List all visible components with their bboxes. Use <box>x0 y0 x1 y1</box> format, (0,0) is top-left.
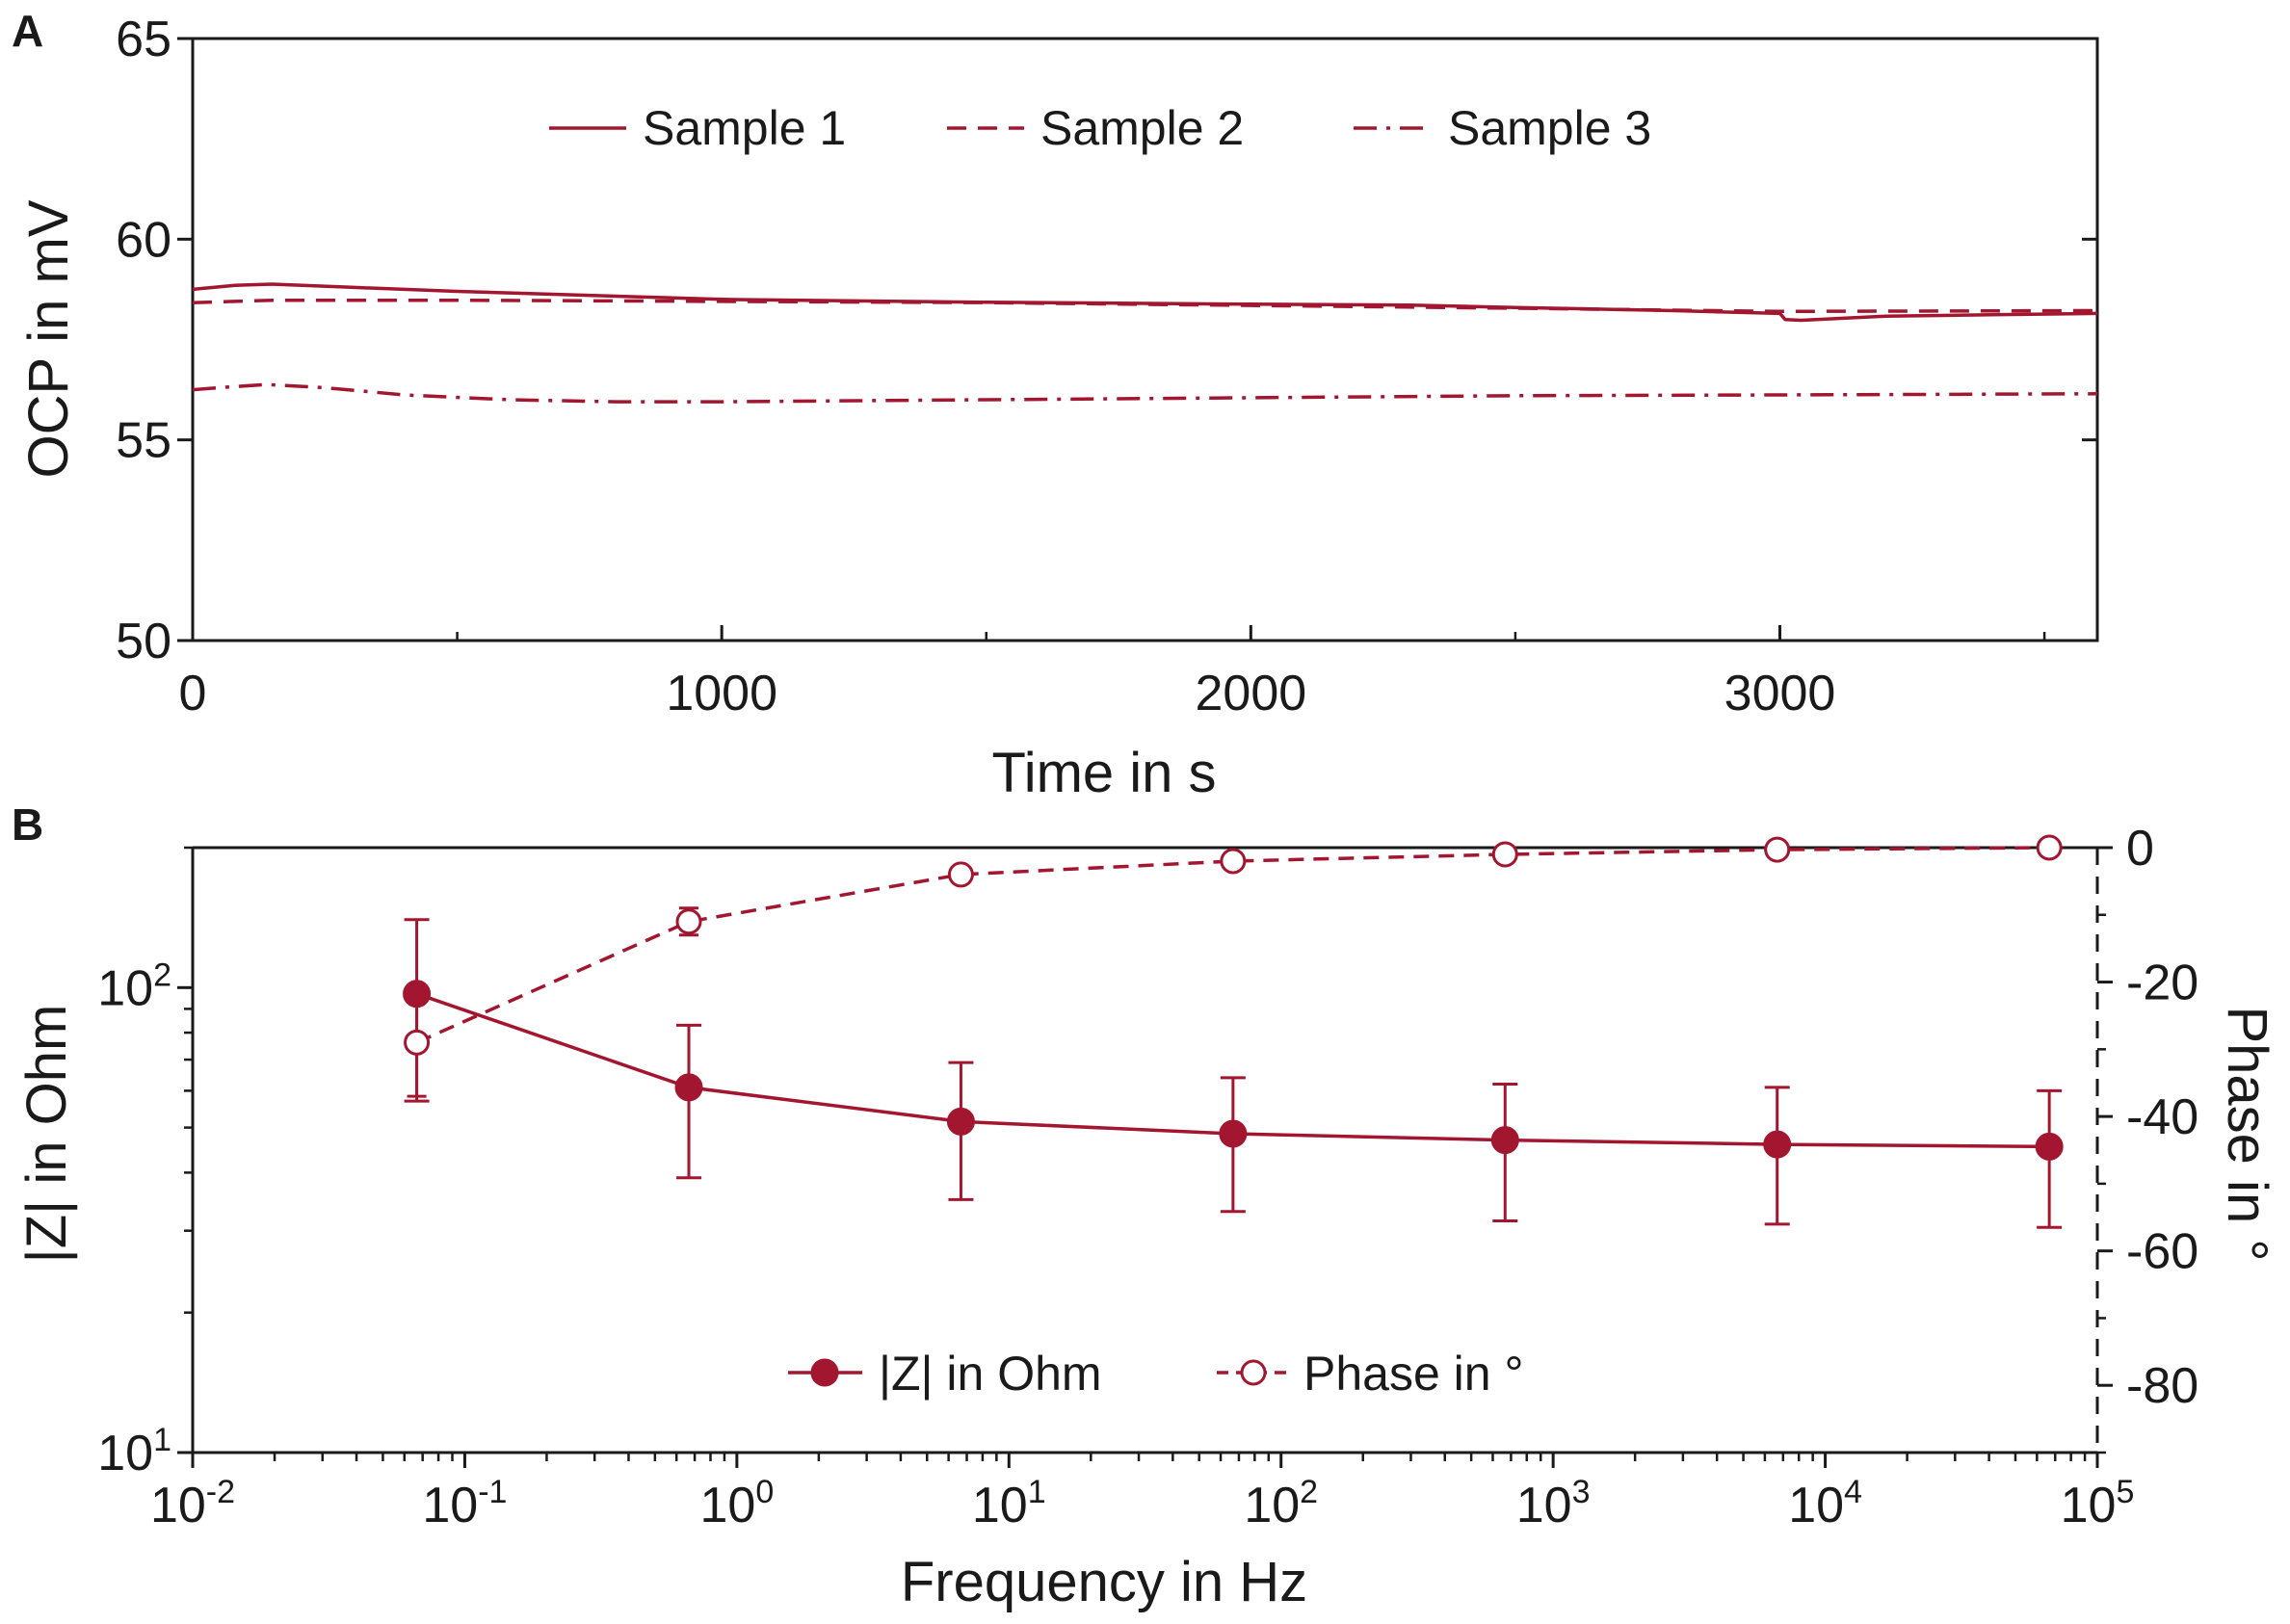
panel-a-x-axis-title: Time in s <box>991 742 1216 804</box>
a-x-tick-label: 1000 <box>666 666 777 721</box>
phase-data-point <box>1764 836 1791 863</box>
panel-b-series <box>403 834 2064 1229</box>
legend-label-sample-2: Sample 2 <box>1040 101 1244 155</box>
b-x-tick-label: 10-2 <box>150 1474 235 1533</box>
series-line-sample-3 <box>192 382 2098 404</box>
impedance-data-point <box>1763 1130 1792 1159</box>
panel-b-ticks: 10-2 10-1 100 101 102 103 104 105 101 102 0 -20 -40 -… <box>97 821 2198 1533</box>
legend-marker-impedance <box>810 1358 839 1387</box>
impedance-data-point <box>674 1073 703 1102</box>
panel-label-b: B <box>12 799 43 850</box>
b-x-tick-label: 102 <box>1244 1474 1318 1533</box>
phase-data-point <box>1220 848 1247 875</box>
legend-marker-phase <box>1240 1359 1267 1386</box>
impedance-data-point <box>946 1107 975 1136</box>
panel-a-ticks: 0 1000 2000 3000 50 55 60 65 <box>116 12 2097 721</box>
b-x-tick-label: 10-1 <box>422 1474 507 1533</box>
b-y2-tick-label: -80 <box>2126 1358 2198 1414</box>
b-x-tick-label: 104 <box>1788 1474 1862 1533</box>
a-y-tick-label: 60 <box>116 212 171 268</box>
b-x-tick-label: 103 <box>1516 1474 1591 1533</box>
a-x-tick-label: 0 <box>179 666 207 721</box>
phase-data-point <box>404 1029 431 1056</box>
panel-a-frame <box>191 37 2099 642</box>
panel-label-a: A <box>12 6 43 56</box>
series-line-sample-2 <box>192 298 2098 314</box>
panel-a-y-axis-title: OCP in mV <box>17 199 80 478</box>
a-y-tick-label: 65 <box>116 12 171 67</box>
panel-a-ocp-chart: 0 1000 2000 3000 50 55 60 65 Sample 1 Sample 2 … <box>17 12 2099 804</box>
panel-b-impedance-chart: 10-2 10-1 100 101 102 103 104 105 101 102 0 -20 -40 -… <box>15 821 2278 1613</box>
phase-data-point <box>2036 834 2063 861</box>
impedance-data-point <box>2035 1132 2064 1161</box>
series-line-sample-1 <box>192 282 2098 323</box>
b-x-tick-label: 100 <box>699 1474 774 1533</box>
b-y2-tick-label: -40 <box>2126 1089 2198 1145</box>
phase-series-line <box>415 846 2050 1044</box>
b-y-tick-label: 101 <box>97 1422 171 1481</box>
panel-b-legend: |Z| in Ohm Phase in ° <box>788 1347 1523 1401</box>
legend-label-phase: Phase in ° <box>1303 1347 1523 1401</box>
b-y2-tick-label: -20 <box>2126 956 2198 1011</box>
b-x-tick-label: 105 <box>2061 1474 2135 1533</box>
a-y-tick-label: 55 <box>116 413 171 469</box>
legend-label-impedance: |Z| in Ohm <box>879 1347 1102 1401</box>
impedance-data-point <box>1490 1126 1519 1155</box>
legend-label-sample-1: Sample 1 <box>643 101 846 155</box>
impedance-data-point <box>1219 1119 1248 1148</box>
b-y2-tick-label: 0 <box>2126 821 2154 877</box>
panel-b-y-axis-title: |Z| in Ohm <box>15 1005 78 1264</box>
b-x-tick-label: 101 <box>972 1474 1046 1533</box>
b-y2-tick-label: -60 <box>2126 1224 2198 1280</box>
a-x-tick-label: 2000 <box>1195 666 1306 721</box>
phase-data-point <box>1491 841 1518 868</box>
phase-data-point <box>675 908 702 935</box>
panel-b-x-axis-title: Frequency in Hz <box>901 1551 1307 1613</box>
legend-label-sample-3: Sample 3 <box>1448 101 1651 155</box>
panel-a-series <box>192 282 2098 404</box>
panel-a-legend: Sample 1 Sample 2 Sample 3 <box>549 101 1651 155</box>
a-y-tick-label: 50 <box>116 614 171 669</box>
panel-b-y2-axis-title: Phase in ° <box>2216 1006 2278 1261</box>
b-y-tick-label: 102 <box>97 956 171 1016</box>
a-x-tick-label: 3000 <box>1724 666 1836 721</box>
phase-data-point <box>947 861 974 888</box>
